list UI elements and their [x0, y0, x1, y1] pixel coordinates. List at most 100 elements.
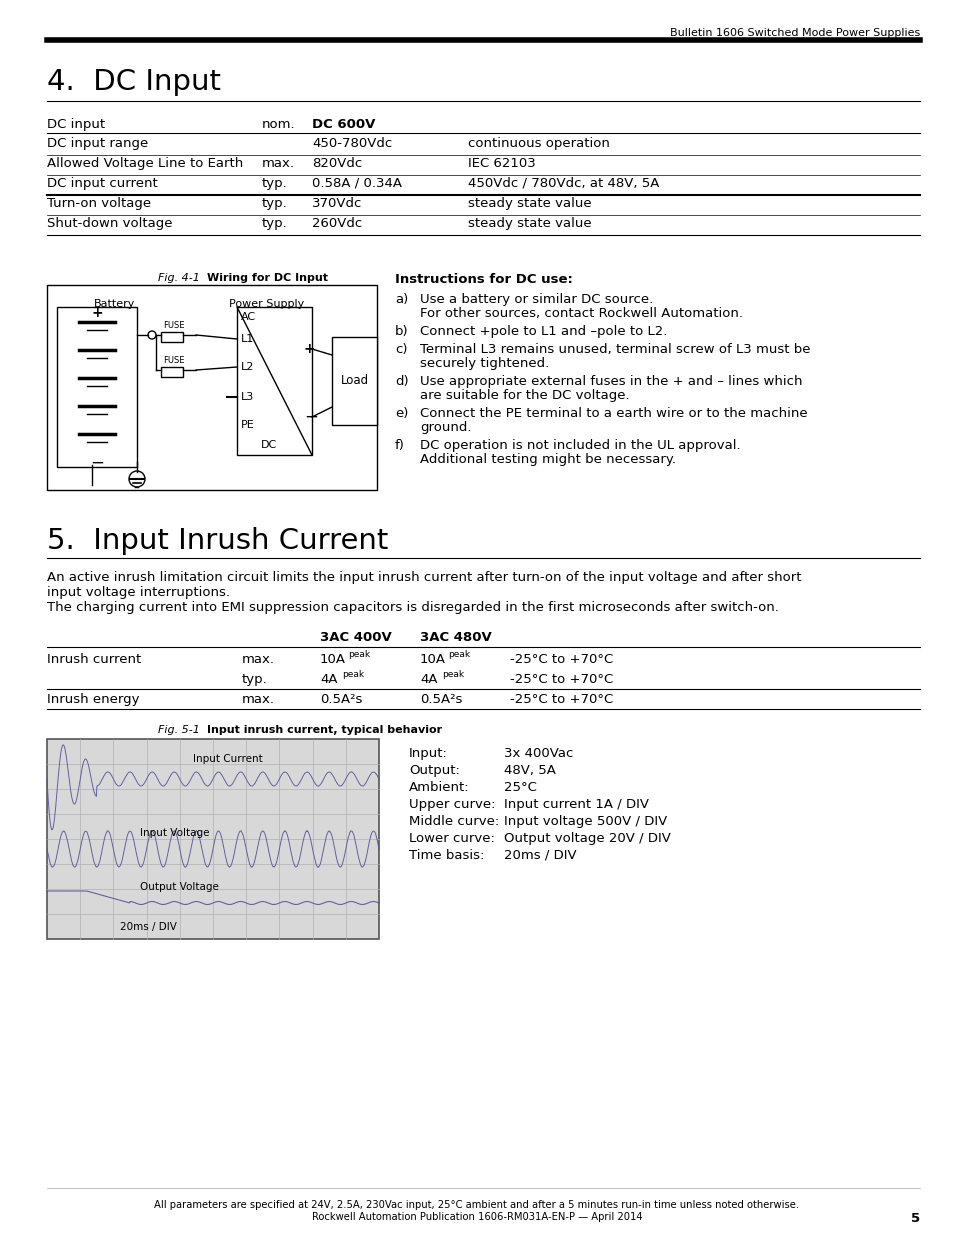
Text: are suitable for the DC voltage.: are suitable for the DC voltage.	[419, 389, 629, 403]
Text: Fig. 4-1: Fig. 4-1	[158, 273, 207, 283]
Text: e): e)	[395, 408, 408, 420]
Text: -25°C to +70°C: -25°C to +70°C	[510, 673, 613, 685]
Text: For other sources, contact Rockwell Automation.: For other sources, contact Rockwell Auto…	[419, 308, 742, 320]
Bar	[57, 308, 137, 467]
Text: 10A: 10A	[319, 653, 346, 666]
Text: continuous operation: continuous operation	[468, 137, 609, 149]
Text: Bulletin 1606 Switched Mode Power Supplies: Bulletin 1606 Switched Mode Power Suppli…	[669, 28, 919, 38]
Text: Power Supply: Power Supply	[229, 299, 304, 309]
Text: DC 600V: DC 600V	[312, 119, 375, 131]
Text: Ambient:: Ambient:	[409, 781, 469, 794]
Bar	[332, 337, 376, 425]
Text: f): f)	[395, 438, 404, 452]
Text: Inrush current: Inrush current	[47, 653, 141, 666]
Text: AC: AC	[241, 312, 255, 322]
Text: Fig. 5-1: Fig. 5-1	[158, 725, 207, 735]
Text: 4A: 4A	[319, 673, 337, 685]
Bar	[47, 285, 376, 490]
Text: 5.  Input Inrush Current: 5. Input Inrush Current	[47, 527, 388, 555]
Text: typ.: typ.	[242, 673, 268, 685]
Text: 10A: 10A	[419, 653, 446, 666]
Text: Connect the PE terminal to a earth wire or to the machine: Connect the PE terminal to a earth wire …	[419, 408, 807, 420]
Text: Load: Load	[340, 374, 368, 388]
Text: Wiring for DC Input: Wiring for DC Input	[207, 273, 328, 283]
Text: Shut-down voltage: Shut-down voltage	[47, 217, 172, 230]
Text: -25°C to +70°C: -25°C to +70°C	[510, 653, 613, 666]
Text: Input Voltage: Input Voltage	[140, 827, 210, 839]
Text: −: −	[90, 454, 104, 472]
Text: typ.: typ.	[262, 217, 288, 230]
Text: 25°C: 25°C	[503, 781, 537, 794]
Text: peak: peak	[441, 671, 464, 679]
Text: L3: L3	[241, 391, 254, 403]
Text: max.: max.	[262, 157, 294, 170]
Text: IEC 62103: IEC 62103	[468, 157, 536, 170]
Text: Use appropriate external fuses in the + and – lines which: Use appropriate external fuses in the + …	[419, 375, 801, 388]
Text: Middle curve:: Middle curve:	[409, 815, 498, 827]
Text: 450Vdc / 780Vdc, at 48V, 5A: 450Vdc / 780Vdc, at 48V, 5A	[468, 177, 659, 190]
Text: L1: L1	[241, 333, 254, 345]
Text: 4.  DC Input: 4. DC Input	[47, 68, 221, 96]
Text: ground.: ground.	[419, 421, 471, 433]
Text: Allowed Voltage Line to Earth: Allowed Voltage Line to Earth	[47, 157, 243, 170]
Text: 0.5A²s: 0.5A²s	[419, 693, 462, 706]
Text: DC input range: DC input range	[47, 137, 148, 149]
Text: DC operation is not included in the UL approval.: DC operation is not included in the UL a…	[419, 438, 740, 452]
Text: Output Voltage: Output Voltage	[140, 882, 218, 892]
Text: Input voltage 500V / DIV: Input voltage 500V / DIV	[503, 815, 666, 827]
Text: input voltage interruptions.: input voltage interruptions.	[47, 585, 230, 599]
Text: Additional testing might be necessary.: Additional testing might be necessary.	[419, 453, 676, 466]
Text: b): b)	[395, 325, 408, 338]
Text: All parameters are specified at 24V, 2.5A, 230Vac input, 25°C ambient and after : All parameters are specified at 24V, 2.5…	[154, 1200, 799, 1210]
Text: PE: PE	[241, 420, 254, 430]
Text: Rockwell Automation Publication 1606-RM031A-EN-P — April 2014: Rockwell Automation Publication 1606-RM0…	[312, 1212, 641, 1221]
Text: Input inrush current, typical behavior: Input inrush current, typical behavior	[207, 725, 441, 735]
Text: DC: DC	[261, 440, 277, 450]
Text: 450-780Vdc: 450-780Vdc	[312, 137, 392, 149]
Text: peak: peak	[448, 650, 470, 659]
Text: max.: max.	[242, 693, 274, 706]
Text: An active inrush limitation circuit limits the input inrush current after turn-o: An active inrush limitation circuit limi…	[47, 571, 801, 584]
Text: Input:: Input:	[409, 747, 447, 760]
Text: d): d)	[395, 375, 408, 388]
Text: 4A: 4A	[419, 673, 437, 685]
Text: Time basis:: Time basis:	[409, 848, 484, 862]
Text: The charging current into EMI suppression capacitors is disregarded in the first: The charging current into EMI suppressio…	[47, 601, 778, 614]
Text: 3AC 400V: 3AC 400V	[319, 631, 392, 643]
Text: steady state value: steady state value	[468, 198, 591, 210]
Text: +: +	[91, 306, 103, 320]
Text: c): c)	[395, 343, 407, 356]
Text: Turn-on voltage: Turn-on voltage	[47, 198, 151, 210]
Text: L2: L2	[241, 362, 254, 372]
Text: Input current 1A / DIV: Input current 1A / DIV	[503, 798, 648, 811]
Text: peak: peak	[348, 650, 370, 659]
Text: securely tightened.: securely tightened.	[419, 357, 549, 370]
Text: DC input: DC input	[47, 119, 105, 131]
Text: −: −	[304, 408, 317, 426]
Text: FUSE: FUSE	[163, 321, 184, 330]
Text: 260Vdc: 260Vdc	[312, 217, 362, 230]
Text: Inrush energy: Inrush energy	[47, 693, 139, 706]
Text: Battery: Battery	[94, 299, 135, 309]
Text: a): a)	[395, 293, 408, 306]
Text: Connect +pole to L1 and –pole to L2.: Connect +pole to L1 and –pole to L2.	[419, 325, 667, 338]
Text: steady state value: steady state value	[468, 217, 591, 230]
Text: Output voltage 20V / DIV: Output voltage 20V / DIV	[503, 832, 670, 845]
Text: Instructions for DC use:: Instructions for DC use:	[395, 273, 572, 287]
Text: FUSE: FUSE	[163, 356, 184, 366]
Text: Lower curve:: Lower curve:	[409, 832, 495, 845]
Bar	[47, 739, 378, 939]
Text: 3AC 480V: 3AC 480V	[419, 631, 491, 643]
Text: Use a battery or similar DC source.: Use a battery or similar DC source.	[419, 293, 653, 306]
Text: 5: 5	[910, 1212, 919, 1225]
Text: 0.58A / 0.34A: 0.58A / 0.34A	[312, 177, 401, 190]
Text: peak: peak	[341, 671, 364, 679]
Text: 0.5A²s: 0.5A²s	[319, 693, 362, 706]
Text: max.: max.	[242, 653, 274, 666]
Text: nom.: nom.	[262, 119, 295, 131]
Bar	[161, 332, 183, 342]
Bar	[161, 367, 183, 377]
Bar	[236, 308, 312, 454]
Text: Terminal L3 remains unused, terminal screw of L3 must be: Terminal L3 remains unused, terminal scr…	[419, 343, 810, 356]
Text: 20ms / DIV: 20ms / DIV	[120, 923, 176, 932]
